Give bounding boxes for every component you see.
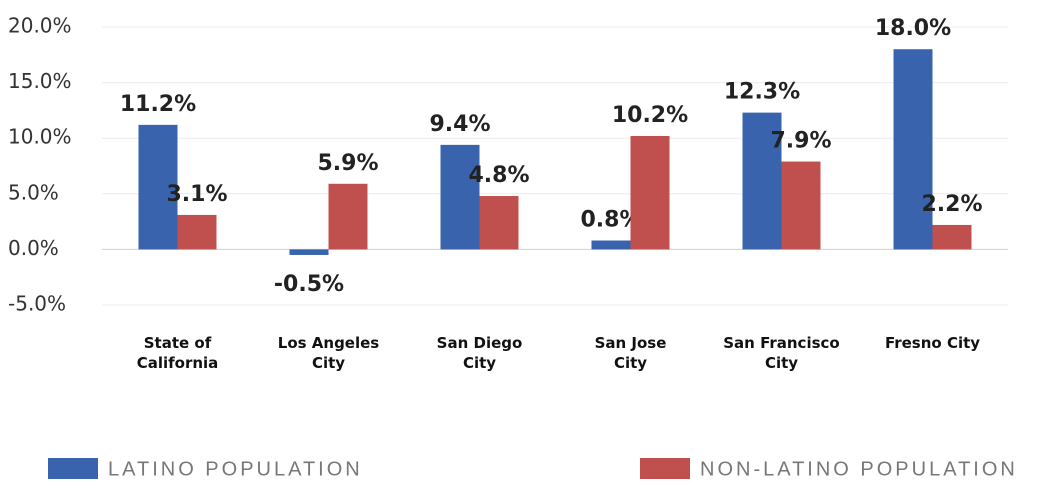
bar xyxy=(328,183,368,250)
value-label: 9.4% xyxy=(429,112,490,137)
value-label: 11.2% xyxy=(120,92,196,117)
y-tick-label: 15.0% xyxy=(8,69,72,93)
y-tick-label: 20.0% xyxy=(8,14,72,38)
value-label: 18.0% xyxy=(875,16,951,41)
value-label: 4.8% xyxy=(468,163,529,188)
legend-label: NON-LATINO POPULATION xyxy=(700,458,1018,480)
value-label: 10.2% xyxy=(612,103,688,128)
y-tick-label: 0.0% xyxy=(8,236,59,260)
legend-swatch xyxy=(48,458,98,479)
bar xyxy=(893,49,933,250)
x-tick-label: Fresno City xyxy=(885,334,980,352)
y-tick-label: 10.0% xyxy=(8,125,72,149)
bar xyxy=(932,224,972,250)
x-tick-label: Los Angeles City xyxy=(278,334,380,372)
bar xyxy=(138,124,178,250)
bar xyxy=(591,240,631,250)
x-tick-label: San Jose City xyxy=(595,334,667,372)
value-label: 3.1% xyxy=(166,182,227,207)
value-label: 12.3% xyxy=(724,80,800,105)
bar xyxy=(177,214,217,250)
legend-label: LATINO POPULATION xyxy=(108,458,363,480)
bar xyxy=(630,135,670,250)
value-label: 5.9% xyxy=(317,151,378,176)
value-label: 2.2% xyxy=(921,192,982,217)
bar xyxy=(781,161,821,250)
bar xyxy=(289,249,329,255)
x-tick-label: State of California xyxy=(137,334,219,372)
legend-swatch xyxy=(640,458,690,479)
bar xyxy=(742,112,782,250)
y-tick-label: -5.0% xyxy=(8,292,66,316)
y-tick-label: 5.0% xyxy=(8,180,59,204)
value-label: -0.5% xyxy=(274,272,344,297)
bar xyxy=(479,196,519,250)
value-label: 7.9% xyxy=(770,129,831,154)
x-tick-label: San Diego City xyxy=(437,334,523,372)
x-tick-label: San Francisco City xyxy=(723,334,839,372)
bar xyxy=(440,144,480,250)
